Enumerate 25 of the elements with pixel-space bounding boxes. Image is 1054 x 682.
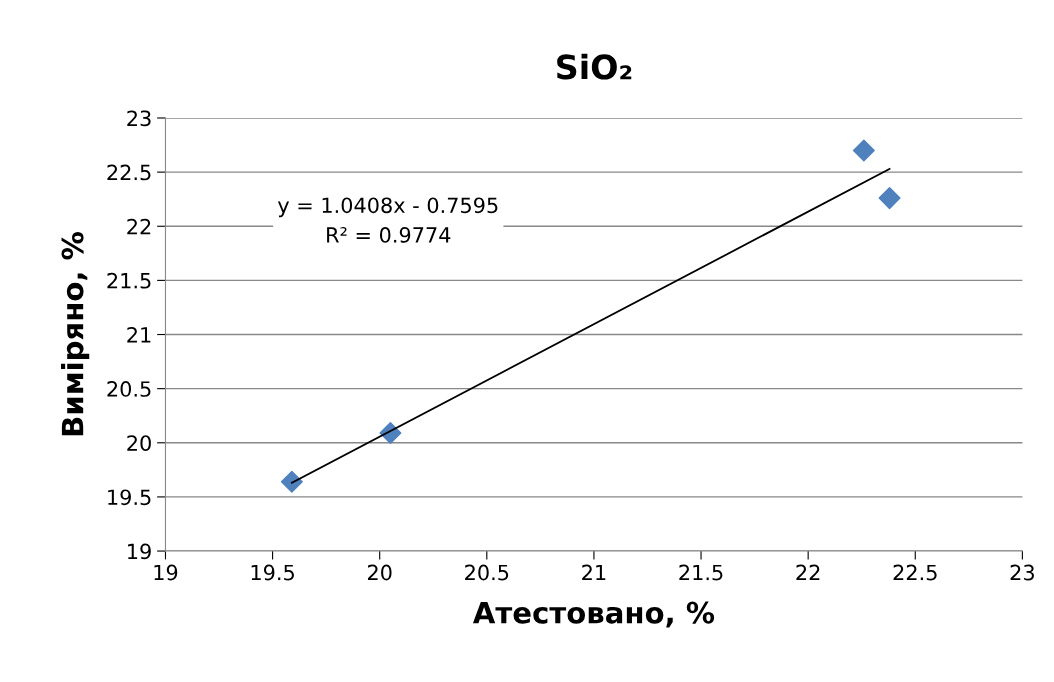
x-tick-label: 19.5: [251, 564, 294, 581]
x-tick-label: 21.5: [679, 564, 723, 581]
point: [852, 139, 875, 162]
y-tick-label: 20: [127, 435, 151, 451]
y-tick-label: 21: [127, 326, 151, 343]
y-tick-label: 20.5: [107, 381, 151, 397]
x-tick-label: 22.5: [893, 564, 937, 581]
y-tick-label: 21.5: [107, 272, 151, 289]
x-axis-title: Атестовано, %: [472, 601, 715, 628]
y-tick-label: 19: [128, 543, 151, 560]
x-tick-label: 20: [367, 564, 392, 581]
chart-title: SiO₂: [557, 53, 632, 80]
y-axis-title: Виміряно, %: [61, 232, 90, 436]
point: [878, 187, 901, 210]
y-tick-label: 22: [127, 218, 151, 235]
annotation: y = 1.0408x - 0.7595 R² = 0.9774: [277, 197, 498, 243]
x-tick-label: 21: [582, 564, 606, 581]
x-tick-label: 23: [1010, 564, 1034, 581]
y-tick-label: 19.5: [108, 489, 151, 506]
y-tick-label: 22.5: [107, 164, 151, 181]
y-tick-label: 23: [127, 110, 151, 127]
x-tick-label: 19: [154, 564, 178, 581]
x-tick-label: 20.5: [465, 564, 509, 581]
point: [280, 470, 303, 493]
x-tick-label: 22: [796, 564, 820, 581]
